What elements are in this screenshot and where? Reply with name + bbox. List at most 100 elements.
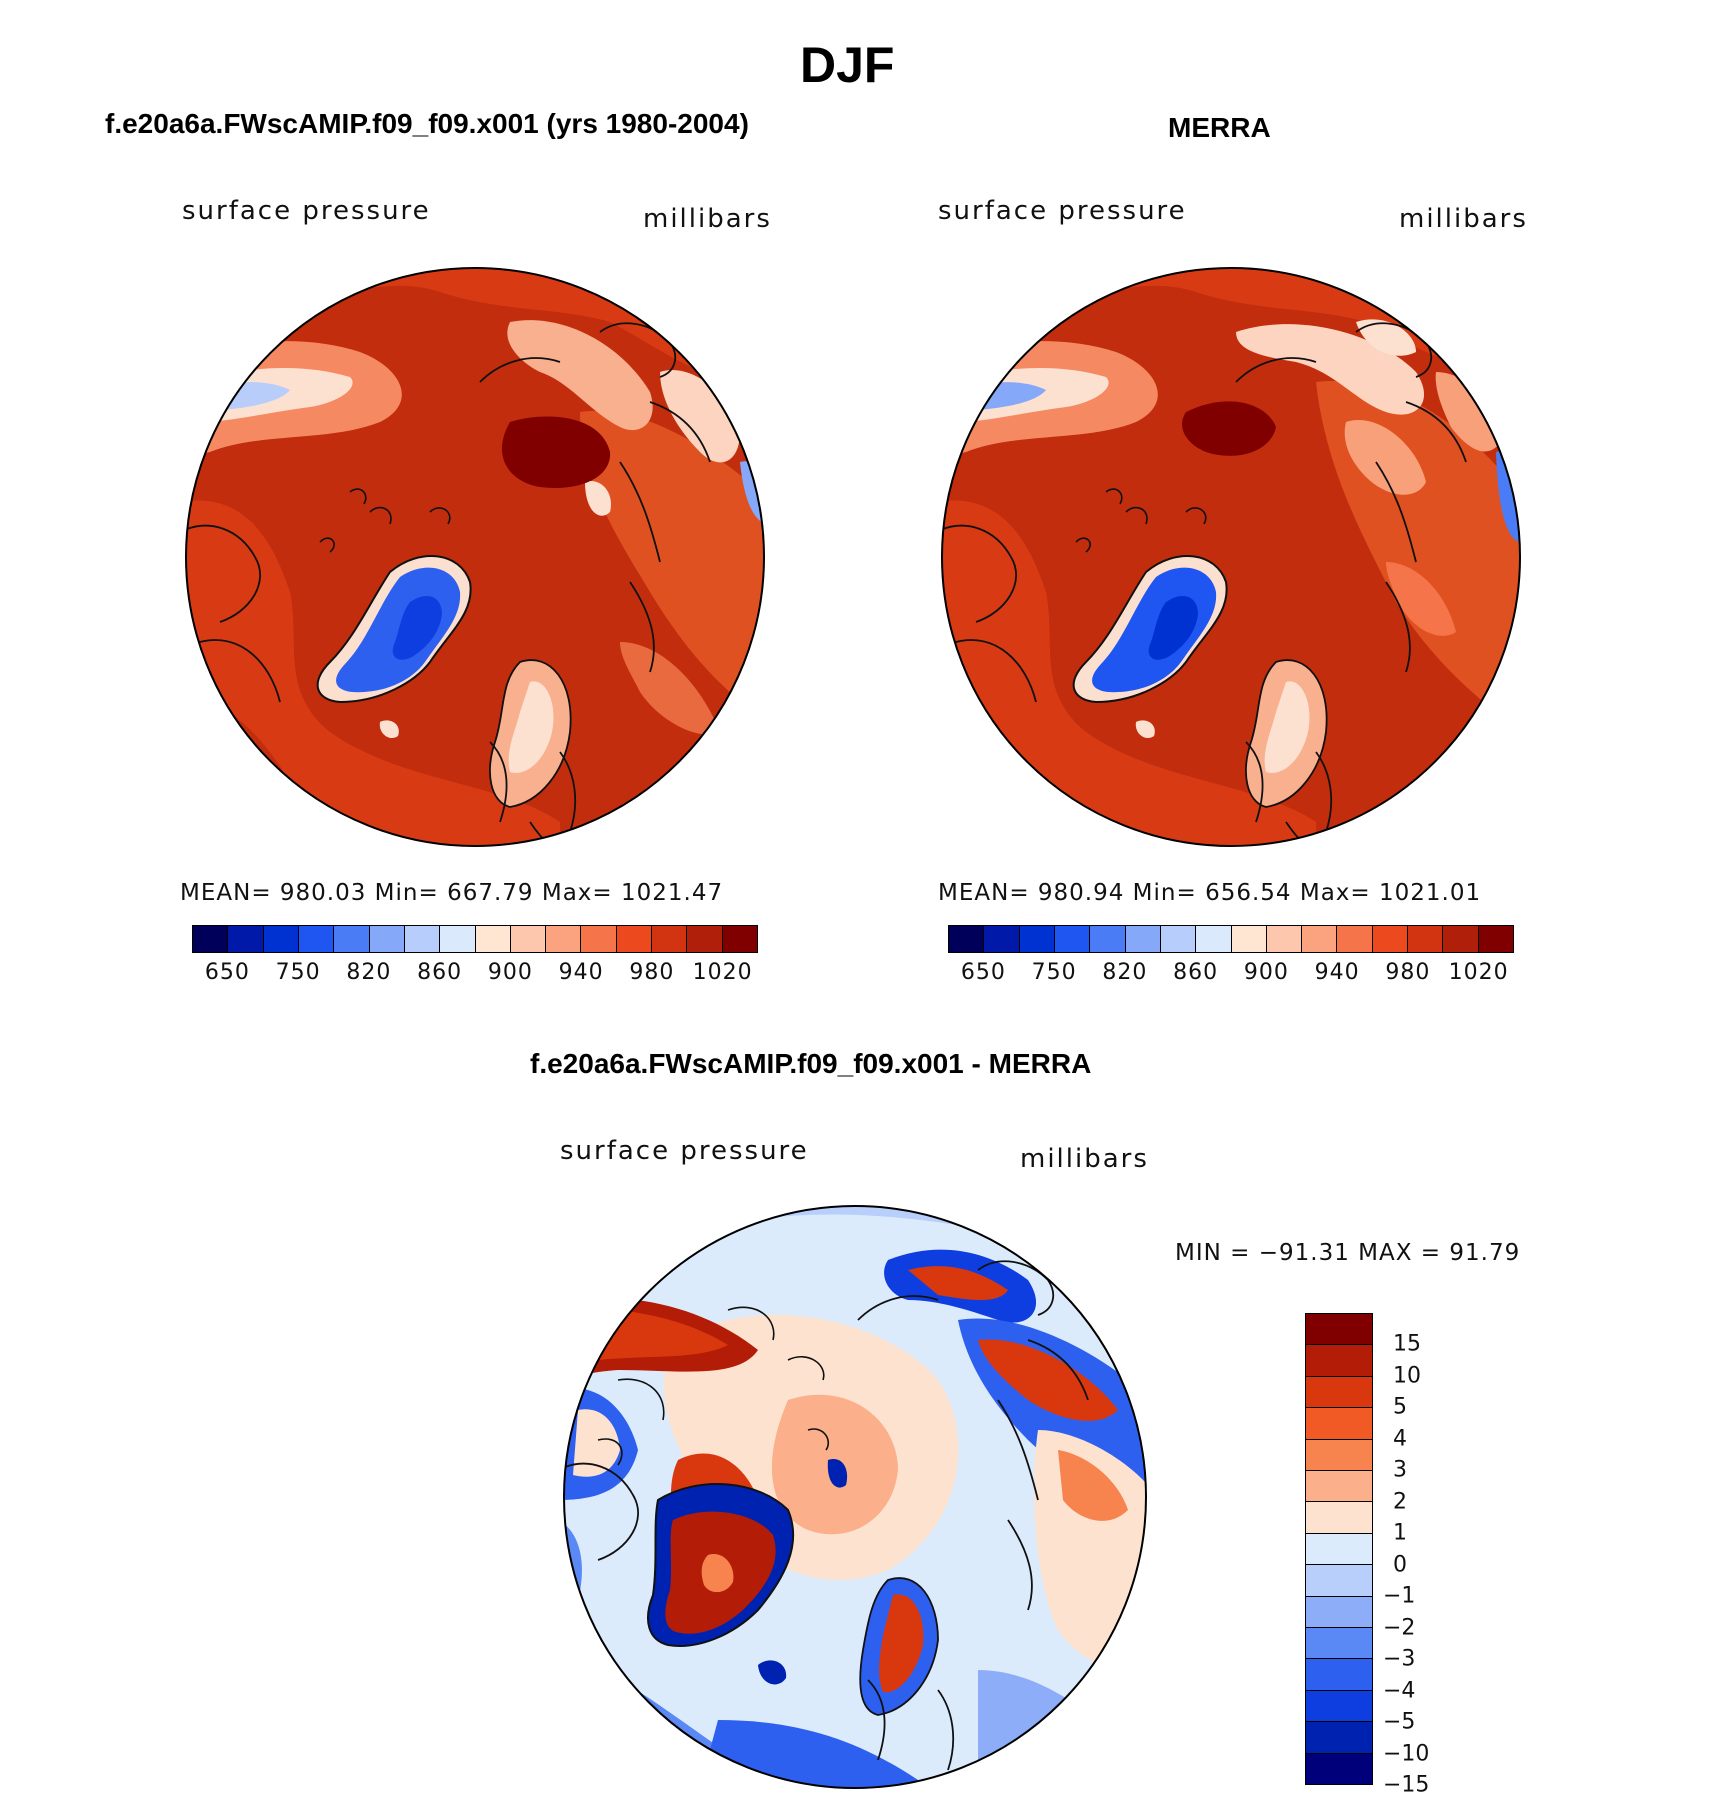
colorbar-swatch [616, 926, 653, 952]
colorbar-tick-label: 820 [1102, 960, 1148, 985]
colorbar-tick-label: 750 [275, 960, 321, 985]
colorbar-tick-label: 650 [204, 960, 250, 985]
colorbar-swatch [510, 926, 547, 952]
colorbar-tick-label: 1 [1393, 1520, 1407, 1546]
model-polar-map [185, 267, 765, 847]
colorbar-swatch [1231, 926, 1267, 952]
colorbar-swatch [298, 926, 335, 952]
diff-units-label: millibars [1020, 1144, 1149, 1174]
colorbar-swatch [949, 926, 985, 952]
colorbar-swatch [1160, 926, 1197, 952]
colorbar-swatch [1266, 926, 1303, 952]
colorbar-swatch [1306, 1753, 1372, 1785]
colorbar-tick-label: 0 [1393, 1552, 1407, 1578]
colorbar-swatch [1443, 926, 1479, 952]
colorbar-tick-label: 980 [1385, 960, 1431, 985]
colorbar-swatch [1478, 926, 1513, 952]
colorbar-swatch [263, 926, 299, 952]
colorbar-tick-label: −4 [1383, 1678, 1416, 1704]
obs-polar-map [941, 267, 1521, 847]
colorbar-tick-label: 980 [629, 960, 675, 985]
colorbar-tick-label: −10 [1383, 1741, 1430, 1767]
colorbar-swatch [1306, 1471, 1372, 1503]
diff-panel-title: f.e20a6a.FWscAMIP.f09_f09.x001 - MERRA [530, 1048, 1092, 1079]
obs-units-label: millibars [1399, 204, 1528, 234]
colorbar-tick-label: 10 [1393, 1363, 1421, 1389]
model-units-label: millibars [643, 204, 772, 234]
colorbar-swatch [1306, 1502, 1372, 1534]
colorbar-swatch [1306, 1659, 1372, 1691]
colorbar-swatch [581, 926, 617, 952]
colorbar-tick-label: 940 [558, 960, 604, 985]
colorbar-tick-label: 650 [960, 960, 1006, 985]
colorbar-swatch [1372, 926, 1409, 952]
colorbar-swatch [1090, 926, 1126, 952]
colorbar-tick-label: 2 [1393, 1489, 1407, 1515]
diff-polar-map [563, 1205, 1147, 1789]
colorbar-tick-label: 900 [1243, 960, 1289, 985]
colorbar-swatch [1302, 926, 1338, 952]
colorbar-swatch [1306, 1722, 1372, 1754]
diff-colorbar-labels: 15 10 5 4 3 2 1 0 −1 −2 −3 −4 −5 −10 −15 [1383, 1313, 1503, 1798]
colorbar-tick-label: 860 [417, 960, 463, 985]
colorbar-swatch [440, 926, 476, 952]
colorbar-swatch [1337, 926, 1373, 952]
colorbar-swatch [404, 926, 441, 952]
colorbar-swatch [1196, 926, 1232, 952]
colorbar-swatch [1408, 926, 1444, 952]
colorbar-swatch [1306, 1314, 1372, 1346]
colorbar-tick-label: 820 [346, 960, 392, 985]
colorbar-tick-label: 1020 [1448, 960, 1509, 985]
colorbar-swatch [1306, 1565, 1372, 1597]
colorbar-swatch [1306, 1345, 1372, 1377]
model-stats: MEAN= 980.03 Min= 667.79 Max= 1021.47 [180, 880, 724, 906]
obs-stats: MEAN= 980.94 Min= 656.54 Max= 1021.01 [938, 880, 1482, 906]
colorbar-swatch [475, 926, 511, 952]
model-colorbar-labels: 650 750 820 860 900 940 980 1020 [192, 960, 758, 990]
model-panel-title: f.e20a6a.FWscAMIP.f09_f09.x001 (yrs 1980… [105, 108, 749, 139]
diff-minmax: MIN = −91.31 MAX = 91.79 [1175, 1240, 1521, 1266]
colorbar-swatch [652, 926, 688, 952]
colorbar-swatch [228, 926, 264, 952]
colorbar-tick-label: 1020 [692, 960, 753, 985]
colorbar-swatch [1019, 926, 1055, 952]
obs-colorbar-labels: 650 750 820 860 900 940 980 1020 [948, 960, 1514, 990]
colorbar-swatch [1306, 1376, 1372, 1409]
colorbar-tick-label: −1 [1383, 1583, 1416, 1609]
colorbar-swatch [984, 926, 1020, 952]
colorbar-tick-label: 750 [1031, 960, 1077, 985]
colorbar-tick-label: −2 [1383, 1615, 1416, 1641]
obs-panel-title: MERRA [1168, 112, 1271, 143]
model-variable-label: surface pressure [182, 196, 431, 226]
obs-colorbar [948, 925, 1514, 953]
colorbar-swatch [369, 926, 405, 952]
colorbar-tick-label: 900 [487, 960, 533, 985]
colorbar-swatch [193, 926, 229, 952]
colorbar-tick-label: −3 [1383, 1646, 1416, 1672]
colorbar-swatch [334, 926, 370, 952]
colorbar-swatch [687, 926, 723, 952]
colorbar-swatch [1306, 1596, 1372, 1629]
colorbar-tick-label: 5 [1393, 1394, 1407, 1420]
obs-variable-label: surface pressure [938, 196, 1187, 226]
colorbar-swatch [546, 926, 582, 952]
colorbar-swatch [1054, 926, 1091, 952]
colorbar-tick-label: −5 [1383, 1709, 1416, 1735]
colorbar-swatch [1306, 1408, 1372, 1440]
diff-colorbar [1305, 1313, 1373, 1785]
colorbar-swatch [722, 926, 757, 952]
colorbar-tick-label: 4 [1393, 1426, 1407, 1452]
colorbar-tick-label: 940 [1314, 960, 1360, 985]
colorbar-swatch [1306, 1439, 1372, 1472]
figure-title: DJF [800, 37, 895, 93]
colorbar-swatch [1306, 1628, 1372, 1660]
colorbar-swatch [1306, 1690, 1372, 1723]
colorbar-swatch [1125, 926, 1161, 952]
model-colorbar [192, 925, 758, 953]
colorbar-swatch [1306, 1533, 1372, 1566]
colorbar-tick-label: 15 [1393, 1331, 1421, 1357]
diff-variable-label: surface pressure [560, 1136, 809, 1166]
colorbar-tick-label: −15 [1383, 1772, 1430, 1798]
colorbar-tick-label: 860 [1173, 960, 1219, 985]
colorbar-tick-label: 3 [1393, 1457, 1407, 1483]
